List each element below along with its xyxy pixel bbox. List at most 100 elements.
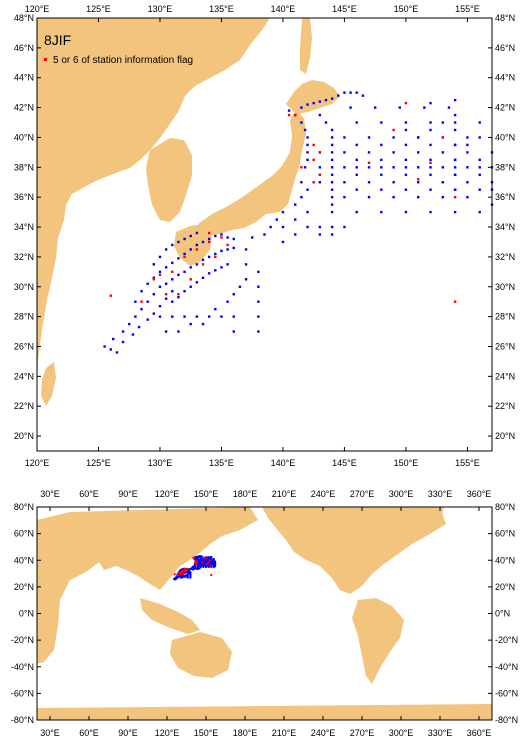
station-point [226,236,229,239]
station-point [121,340,125,344]
station-point [152,276,156,279]
global-lat-tick-label: 20°N [495,582,515,592]
flagged-station-point [201,263,205,266]
lon-tick-label: 130°E [148,4,173,14]
lat-tick-label: 20°N [495,431,515,441]
global-lat-tick-label: 40°N [14,555,34,565]
global-lon-tick-label: 360°E [467,489,492,499]
station-point [220,315,223,318]
global-station-point [210,555,213,558]
station-point [226,300,229,303]
lat-tick-label: 48°N [495,13,515,23]
station-point [380,188,383,191]
station-point [380,158,383,162]
global-station-point [192,567,194,570]
station-point [478,210,481,214]
lat-tick-label: 24°N [495,371,515,381]
antarctica-land [37,704,492,720]
lat-tick-label: 20°N [14,431,34,441]
station-point [109,348,112,351]
global-flagged-station-point [180,573,183,576]
station-point [177,240,180,244]
station-point [152,293,156,296]
lat-tick-label: 32°N [495,252,515,262]
global-flagged-station-point [203,558,206,561]
station-point [189,266,192,269]
station-point [134,300,137,303]
station-point [349,106,352,109]
station-point [404,128,408,132]
station-point [232,315,235,318]
greenland-land [410,507,444,530]
flagged-station-point [164,293,168,296]
global-station-point [207,556,210,559]
station-point [404,158,408,162]
dataset-title: 8JIF [44,32,71,48]
global-station-point [211,561,214,564]
global-station-point [210,557,213,560]
global-station-point [210,565,213,568]
station-point [441,121,445,124]
global-station-point [210,559,213,562]
lat-tick-label: 34°N [14,222,34,232]
global-station-point [179,576,182,579]
station-point [343,136,346,139]
africa-europe-land [37,512,110,664]
station-point [103,345,106,348]
global-station-point [210,561,213,564]
station-point [294,203,297,206]
flagged-station-point [392,128,395,132]
station-point [183,270,186,274]
taiwan-land [41,362,56,406]
lon-tick-label: 130°E [148,458,173,468]
global-station-point [205,561,207,564]
station-point [330,225,334,229]
station-point [478,173,481,176]
station-point [441,195,445,199]
lat-tick-label: 44°N [495,73,515,83]
global-station-point [198,560,201,563]
global-flagged-station-point [205,556,207,559]
global-station-point [212,563,215,566]
global-station-point [193,566,196,569]
global-station-point [206,559,209,562]
station-point [453,128,457,132]
station-point [441,151,445,154]
station-point [140,307,143,311]
station-point [330,181,334,184]
flagged-station-point [300,166,303,169]
station-point [417,136,420,139]
global-station-point [205,559,207,562]
global-flagged-station-point [177,573,180,576]
station-point [380,166,383,169]
global-station-point [211,564,214,567]
station-point [330,158,334,162]
flagged-station-point [140,300,143,303]
station-point [300,181,303,184]
flagged-station-point [226,243,229,247]
station-point [306,188,309,191]
global-station-point [199,561,202,564]
global-station-point [202,561,205,564]
flagged-station-point [152,278,156,281]
station-point [355,188,358,191]
global-lat-tick-label: -80°N [495,715,518,725]
station-point [330,188,334,191]
flagged-station-point [429,161,432,165]
station-point [453,113,457,117]
global-station-point [193,563,196,566]
global-station-point [182,575,185,578]
global-lat-tick-label: 20°N [14,582,34,592]
global-lat-tick-label: 60°N [495,529,515,539]
lat-tick-label: 26°N [14,341,34,351]
lat-tick-label: 38°N [495,162,515,172]
global-lon-tick-label: 120°E [155,728,180,738]
station-point [453,121,457,124]
global-station-point [210,562,213,565]
global-flagged-station-point [186,568,189,571]
station-point [263,233,266,236]
global-station-point [199,565,202,568]
legend-flag-marker [44,58,47,61]
station-point [177,296,180,299]
global-station-point [199,557,202,560]
